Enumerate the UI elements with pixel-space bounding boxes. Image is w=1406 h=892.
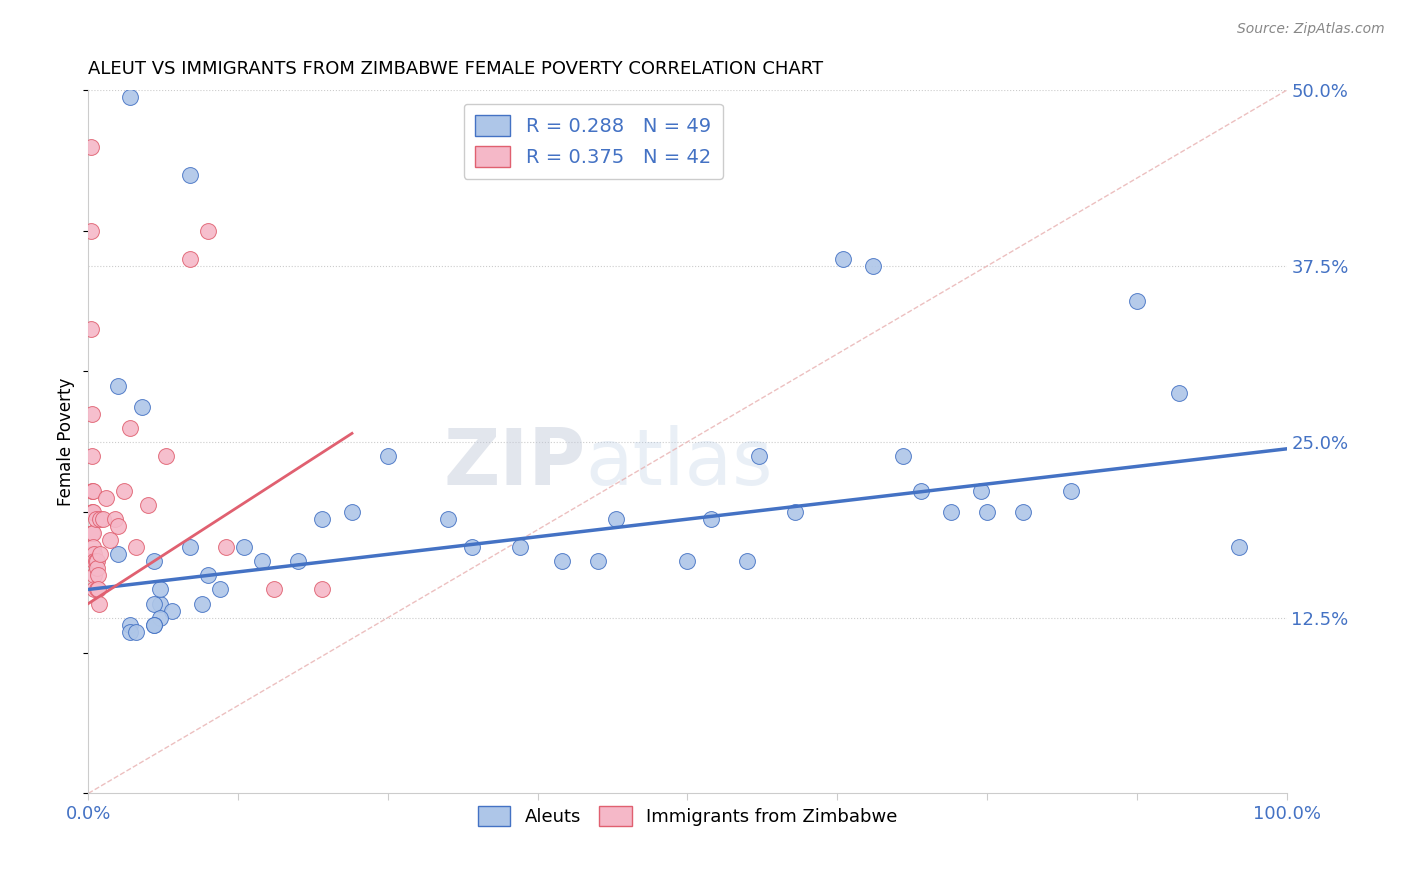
- Point: [82, 526, 104, 541]
- Point: [287, 554, 309, 568]
- Point: [80, 483, 103, 498]
- Point: [83, 547, 105, 561]
- Point: [832, 252, 855, 266]
- Point: [112, 483, 135, 498]
- Point: [82, 505, 104, 519]
- Point: [83, 582, 105, 597]
- Point: [143, 617, 166, 632]
- Point: [179, 252, 201, 266]
- Point: [125, 624, 148, 639]
- Point: [1167, 385, 1189, 400]
- Point: [605, 512, 627, 526]
- Point: [891, 449, 914, 463]
- Point: [1012, 505, 1035, 519]
- Point: [80, 449, 103, 463]
- Point: [676, 554, 699, 568]
- Point: [700, 512, 723, 526]
- Point: [550, 554, 572, 568]
- Point: [131, 400, 153, 414]
- Point: [162, 603, 184, 617]
- Point: [970, 483, 993, 498]
- Point: [748, 449, 770, 463]
- Point: [250, 554, 273, 568]
- Point: [143, 554, 166, 568]
- Text: atlas: atlas: [586, 425, 773, 501]
- Point: [197, 224, 219, 238]
- Point: [311, 512, 333, 526]
- Point: [107, 547, 129, 561]
- Point: [83, 568, 105, 582]
- Point: [83, 554, 105, 568]
- Point: [120, 624, 142, 639]
- Point: [125, 541, 148, 555]
- Point: [910, 483, 932, 498]
- Point: [80, 526, 103, 541]
- Point: [89, 597, 111, 611]
- Legend: Aleuts, Immigrants from Zimbabwe: Aleuts, Immigrants from Zimbabwe: [471, 799, 904, 833]
- Point: [80, 505, 103, 519]
- Point: [120, 421, 142, 435]
- Point: [86, 582, 108, 597]
- Point: [86, 554, 108, 568]
- Point: [1060, 483, 1083, 498]
- Text: Source: ZipAtlas.com: Source: ZipAtlas.com: [1237, 22, 1385, 37]
- Point: [1227, 541, 1250, 555]
- Point: [120, 90, 142, 104]
- Point: [89, 512, 111, 526]
- Point: [233, 541, 256, 555]
- Point: [120, 617, 142, 632]
- Point: [215, 541, 238, 555]
- Y-axis label: Female Poverty: Female Poverty: [58, 377, 75, 506]
- Point: [179, 541, 201, 555]
- Point: [509, 541, 531, 555]
- Point: [87, 582, 110, 597]
- Point: [143, 597, 166, 611]
- Point: [737, 554, 759, 568]
- Point: [862, 259, 884, 273]
- Text: ALEUT VS IMMIGRANTS FROM ZIMBABWE FEMALE POVERTY CORRELATION CHART: ALEUT VS IMMIGRANTS FROM ZIMBABWE FEMALE…: [89, 60, 824, 78]
- Point: [86, 561, 108, 575]
- Point: [149, 582, 172, 597]
- Point: [104, 512, 127, 526]
- Point: [437, 512, 460, 526]
- Point: [976, 505, 998, 519]
- Point: [197, 568, 219, 582]
- Point: [785, 505, 807, 519]
- Point: [98, 533, 121, 548]
- Point: [155, 449, 177, 463]
- Point: [82, 541, 104, 555]
- Point: [80, 407, 103, 421]
- Point: [84, 554, 107, 568]
- Point: [191, 597, 214, 611]
- Point: [149, 610, 172, 624]
- Point: [179, 168, 201, 182]
- Text: ZIP: ZIP: [443, 425, 586, 501]
- Point: [96, 491, 118, 505]
- Point: [143, 617, 166, 632]
- Point: [91, 512, 114, 526]
- Point: [263, 582, 285, 597]
- Point: [107, 519, 129, 533]
- Point: [340, 505, 363, 519]
- Point: [1126, 294, 1149, 309]
- Point: [84, 512, 107, 526]
- Point: [209, 582, 232, 597]
- Point: [80, 547, 103, 561]
- Point: [461, 541, 484, 555]
- Point: [311, 582, 333, 597]
- Point: [82, 483, 104, 498]
- Point: [80, 224, 103, 238]
- Point: [89, 547, 111, 561]
- Point: [136, 498, 159, 512]
- Point: [107, 378, 129, 392]
- Point: [586, 554, 609, 568]
- Point: [87, 568, 110, 582]
- Point: [80, 139, 103, 153]
- Point: [149, 597, 172, 611]
- Point: [377, 449, 399, 463]
- Point: [80, 322, 103, 336]
- Point: [939, 505, 962, 519]
